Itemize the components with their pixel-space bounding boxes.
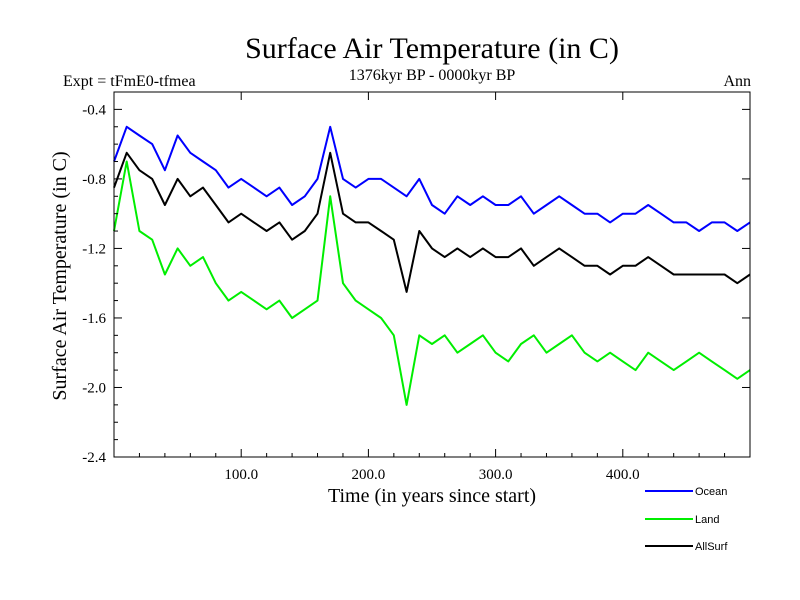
y-tick-label: -2.0: [82, 380, 106, 396]
legend-label-ocean: Ocean: [695, 486, 727, 498]
y-axis: -0.4 -0.8 -1.2 -1.6 -2.0 -2.4: [82, 102, 750, 466]
legend-label-land: Land: [695, 514, 719, 526]
series-line-ocean: [113, 125, 751, 232]
y-axis-label: Surface Air Temperature (in C): [49, 151, 71, 400]
series-line-allsurf: [113, 151, 751, 293]
x-tick-label: 200.0: [352, 467, 386, 483]
x-tick-label: 400.0: [606, 467, 640, 483]
x-tick-label: 100.0: [224, 467, 258, 483]
x-axis-label: Time (in years since start): [328, 485, 536, 507]
period-label: 1376kyr BP - 0000kyr BP: [349, 67, 516, 84]
series-line-land: [113, 160, 751, 406]
y-tick-label: -0.4: [82, 102, 106, 118]
x-axis: 100.0 200.0 300.0 400.0: [138, 92, 726, 483]
y-tick-label: -1.2: [82, 241, 106, 257]
y-tick-label: -2.4: [82, 450, 106, 466]
plot-frame: [113, 91, 751, 458]
series-layer: [113, 125, 751, 406]
y-tick-label: -1.6: [82, 311, 106, 327]
x-tick-label: 300.0: [479, 467, 513, 483]
y-tick-label: -0.8: [82, 172, 106, 188]
legend: Ocean Land AllSurf: [645, 486, 728, 553]
chart-title: Surface Air Temperature (in C): [245, 32, 619, 65]
legend-label-allsurf: AllSurf: [695, 541, 728, 553]
experiment-label: Expt = tFmE0-tfmea: [63, 73, 196, 90]
season-label: Ann: [723, 73, 751, 90]
